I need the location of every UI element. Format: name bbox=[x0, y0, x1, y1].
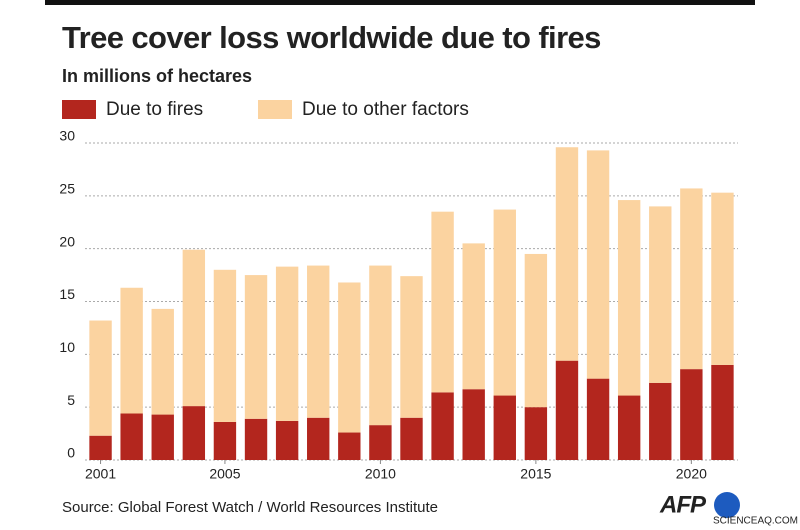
bar-segment bbox=[338, 282, 361, 433]
bar-segment bbox=[680, 188, 703, 370]
y-tick-label: 10 bbox=[59, 339, 75, 355]
bar-segment bbox=[649, 206, 672, 383]
bar-segment bbox=[213, 421, 237, 460]
bar-segment bbox=[151, 308, 174, 415]
bar-segment bbox=[524, 253, 548, 408]
y-tick-label: 15 bbox=[59, 286, 75, 302]
x-tick-label: 2020 bbox=[676, 466, 707, 482]
bar-segment bbox=[244, 275, 268, 419]
chart-subtitle: In millions of hectares bbox=[62, 66, 252, 86]
bar-segment bbox=[120, 287, 143, 414]
y-tick-label: 30 bbox=[59, 128, 75, 144]
bar-segment bbox=[493, 209, 516, 396]
bar-segment bbox=[586, 150, 610, 379]
x-tick-label: 2005 bbox=[209, 466, 240, 482]
y-tick-label: 5 bbox=[67, 392, 75, 408]
x-tick-label: 2015 bbox=[520, 466, 551, 482]
bar-segment bbox=[431, 392, 454, 460]
legend-label: Due to fires bbox=[106, 99, 203, 120]
bar-segment bbox=[462, 389, 485, 460]
bar-segment bbox=[617, 200, 641, 396]
bar-segment bbox=[213, 269, 237, 422]
bar-segment bbox=[369, 425, 392, 460]
bar-segment bbox=[275, 420, 299, 460]
bar-segment bbox=[711, 192, 734, 365]
bar-segment bbox=[711, 364, 734, 460]
bar-segment bbox=[649, 382, 672, 460]
bar-segment bbox=[338, 432, 361, 460]
bar-segment bbox=[555, 147, 579, 361]
bar-segment bbox=[151, 414, 174, 460]
bar-segment bbox=[680, 369, 703, 460]
bar-segment bbox=[555, 360, 579, 460]
bar-segment bbox=[462, 243, 485, 390]
bar-segment bbox=[369, 265, 392, 426]
bar-segment bbox=[244, 418, 268, 460]
bar-segment bbox=[586, 378, 610, 460]
bar-segment bbox=[120, 413, 143, 460]
legend-label: Due to other factors bbox=[302, 99, 469, 120]
bar-segment bbox=[431, 211, 454, 393]
bar-segment bbox=[307, 265, 330, 418]
bar-segment bbox=[617, 395, 641, 460]
bar-segment bbox=[182, 249, 206, 407]
x-tick-label: 2010 bbox=[365, 466, 396, 482]
chart-title: Tree cover loss worldwide due to fires bbox=[62, 20, 601, 55]
logo-circle bbox=[714, 492, 740, 518]
bar-segment bbox=[493, 395, 516, 460]
bar-segment bbox=[89, 435, 112, 460]
bar-segment bbox=[89, 320, 112, 436]
bar-segment bbox=[182, 406, 206, 460]
bar-segment bbox=[307, 417, 330, 460]
y-tick-label: 20 bbox=[59, 233, 75, 249]
x-tick-label: 2001 bbox=[85, 466, 116, 482]
bar-segment bbox=[524, 407, 548, 460]
logo: AFP bbox=[659, 491, 707, 518]
legend-swatch bbox=[62, 100, 96, 119]
y-tick-label: 0 bbox=[67, 445, 75, 461]
watermark: SCIENCEAQ.COM bbox=[713, 516, 798, 527]
top-rule bbox=[45, 0, 755, 5]
legend-swatch bbox=[258, 100, 292, 119]
source: Source: Global Forest Watch / World Reso… bbox=[62, 499, 438, 516]
bar-segment bbox=[400, 417, 423, 460]
y-tick-label: 25 bbox=[59, 181, 75, 197]
bar-segment bbox=[275, 266, 299, 421]
bar-segment bbox=[400, 276, 423, 418]
